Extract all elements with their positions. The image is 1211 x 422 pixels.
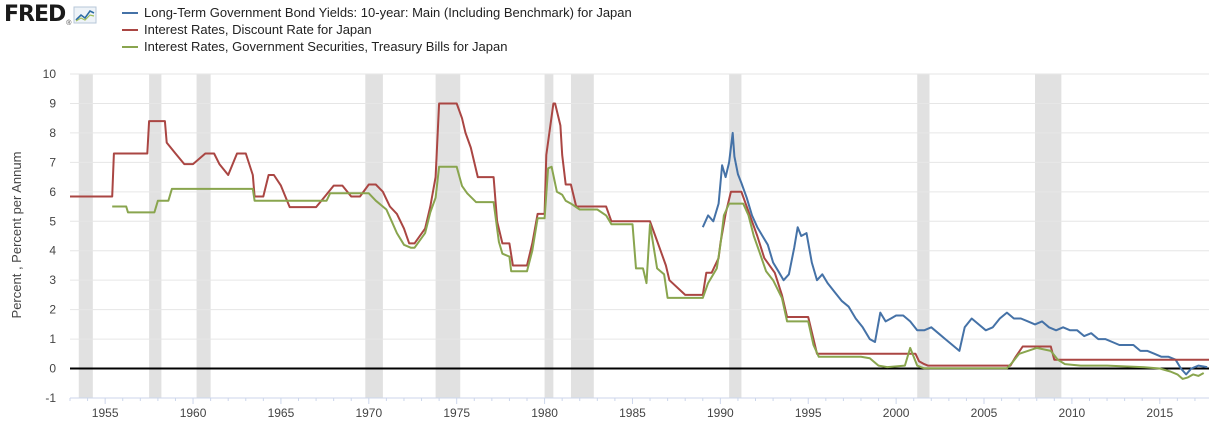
y-tick-label: 7: [49, 155, 56, 169]
recession-band: [78, 74, 93, 398]
x-tick-label: 1975: [443, 406, 470, 420]
y-tick-label: 8: [49, 126, 56, 140]
y-tick-label: 4: [49, 244, 56, 258]
x-tick-label: 2000: [883, 406, 910, 420]
fred-logo-chart-icon: [73, 6, 97, 23]
recession-band: [365, 74, 383, 398]
y-tick-label: 3: [49, 273, 56, 287]
legend-item-treasury-bills[interactable]: Interest Rates, Government Securities, T…: [122, 38, 632, 55]
fred-logo-text: FRED: [4, 2, 66, 27]
y-tick-label: 9: [49, 96, 56, 110]
recession-band: [544, 74, 554, 398]
y-tick-label: 6: [49, 185, 56, 199]
x-tick-label: 1995: [795, 406, 822, 420]
recession-band: [435, 74, 461, 398]
legend-swatch-red: [122, 28, 138, 31]
x-tick-label: 1990: [707, 406, 734, 420]
recession-band: [1034, 74, 1062, 398]
legend-label: Interest Rates, Government Securities, T…: [144, 39, 508, 54]
fred-logo-registered-mark: ®: [66, 20, 72, 27]
x-tick-label: 2010: [1059, 406, 1086, 420]
legend-label: Interest Rates, Discount Rate for Japan: [144, 22, 372, 37]
fred-logo[interactable]: FRED ®: [4, 2, 97, 27]
x-tick-label: 1965: [268, 406, 295, 420]
series-line-treasury-bills[interactable]: [112, 165, 1205, 380]
y-tick-label: 1: [49, 332, 56, 346]
recession-band: [570, 74, 594, 398]
y-axis-title: Percent , Percent per Annum: [9, 152, 24, 319]
legend-label: Long-Term Government Bond Yields: 10-yea…: [144, 5, 632, 20]
recession-band: [196, 74, 211, 398]
x-tick-label: 2015: [1146, 406, 1173, 420]
chart-legend: Long-Term Government Bond Yields: 10-yea…: [122, 4, 632, 55]
legend-item-discount-rate[interactable]: Interest Rates, Discount Rate for Japan: [122, 21, 632, 38]
x-tick-label: 1980: [531, 406, 558, 420]
x-tick-label: 1955: [92, 406, 119, 420]
y-axis: -1 0 1 2 3 4 5 6 7 8 9 10: [43, 67, 57, 405]
series-line-bond-yields[interactable]: [701, 131, 1208, 376]
y-tick-label: 0: [49, 362, 56, 376]
y-tick-label: 10: [43, 67, 57, 81]
legend-swatch-blue: [122, 11, 138, 14]
recession-band: [149, 74, 162, 398]
legend-swatch-green: [122, 45, 138, 48]
y-tick-label: 2: [49, 303, 56, 317]
x-tick-label: 1960: [180, 406, 207, 420]
y-tick-label: 5: [49, 214, 56, 228]
y-tick-label: -1: [45, 391, 56, 405]
recession-band: [917, 74, 930, 398]
x-tick-label: 2005: [971, 406, 998, 420]
legend-item-bond-yields[interactable]: Long-Term Government Bond Yields: 10-yea…: [122, 4, 632, 21]
recession-band: [729, 74, 742, 398]
x-tick-label: 1985: [619, 406, 646, 420]
x-axis: 1955 1960 1965 1970 1975 1980 1985 1990 1995 2000…: [69, 397, 1209, 420]
series-line-discount-rate[interactable]: [70, 102, 1209, 367]
series-lines: [70, 102, 1209, 380]
x-tick-label: 1970: [355, 406, 382, 420]
recession-shading: [78, 74, 1062, 398]
